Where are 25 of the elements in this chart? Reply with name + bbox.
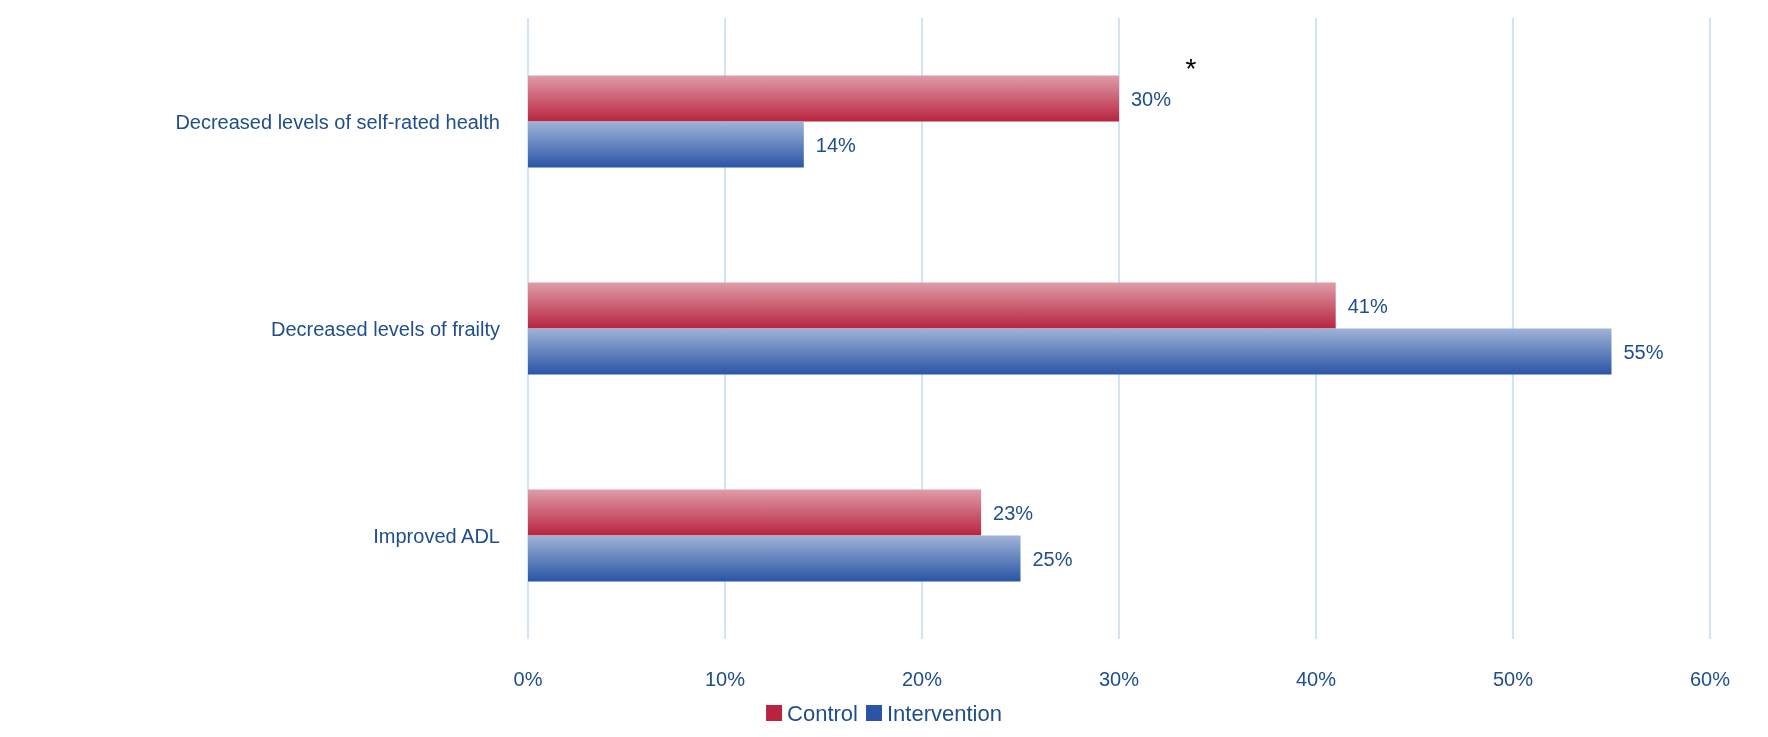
- bar: [528, 75, 1119, 122]
- y-tick-label: Decreased levels of frailty: [271, 317, 500, 340]
- data-label: 25%: [1032, 547, 1073, 570]
- x-tick-label: 30%: [1098, 668, 1140, 690]
- x-tick-label: 20%: [901, 668, 943, 690]
- bar: [528, 489, 982, 536]
- y-tick-label: Decreased levels of self-rated health: [175, 110, 500, 133]
- x-tick-label: 10%: [704, 668, 746, 690]
- data-label: 23%: [993, 501, 1034, 524]
- bar: [528, 535, 1021, 582]
- x-tick-label: 40%: [1295, 668, 1337, 690]
- y-tick-label: Improved ADL: [373, 524, 500, 547]
- bar: [528, 121, 804, 168]
- annotation: *: [1185, 53, 1197, 84]
- legend-label: Intervention: [886, 700, 1002, 726]
- x-tick-label: 60%: [1689, 668, 1731, 690]
- bar: [528, 328, 1612, 375]
- x-tick-label: 50%: [1492, 668, 1534, 690]
- data-label: 14%: [815, 133, 857, 156]
- bar: [528, 282, 1336, 329]
- data-label: 30%: [1131, 87, 1172, 110]
- data-label: 41%: [1347, 294, 1388, 317]
- data-label: 55%: [1623, 340, 1664, 363]
- legend-label: Control: [787, 700, 858, 726]
- x-tick-label: 0%: [513, 668, 543, 690]
